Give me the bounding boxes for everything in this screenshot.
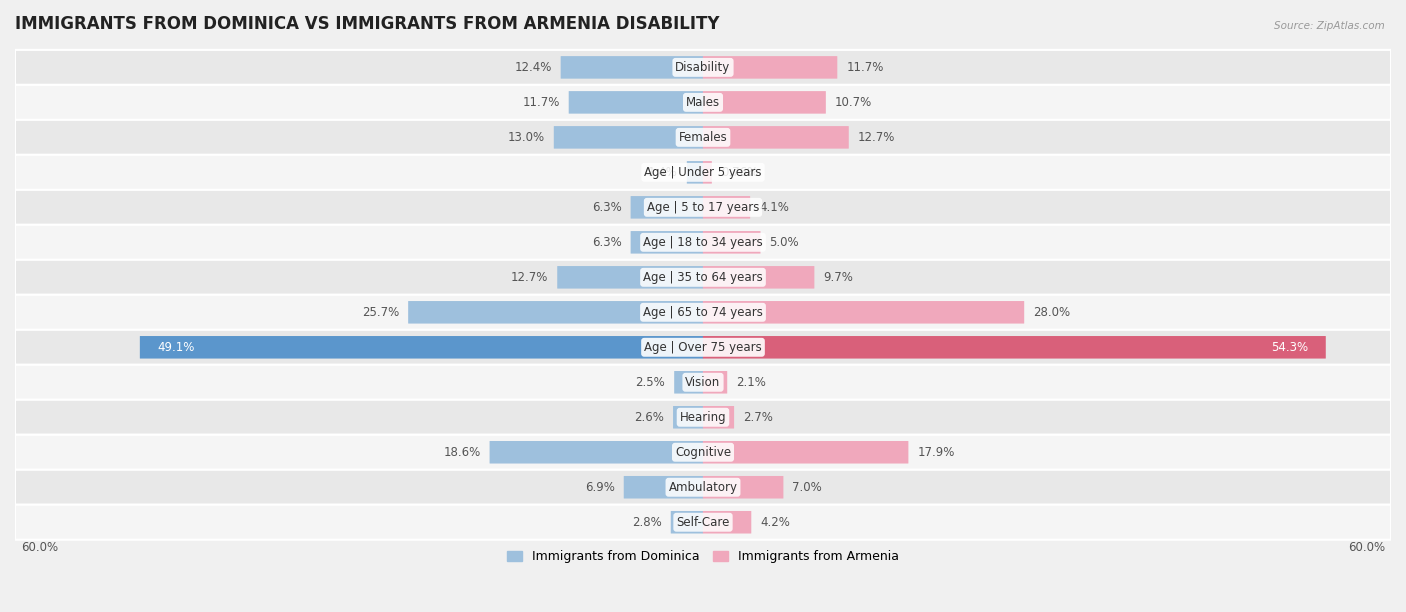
Text: 28.0%: 28.0% [1033,306,1070,319]
Text: 12.4%: 12.4% [515,61,551,74]
FancyBboxPatch shape [15,50,1391,85]
Text: 4.1%: 4.1% [759,201,789,214]
Text: 1.4%: 1.4% [648,166,678,179]
FancyBboxPatch shape [703,231,761,253]
Text: 2.6%: 2.6% [634,411,664,424]
Legend: Immigrants from Dominica, Immigrants from Armenia: Immigrants from Dominica, Immigrants fro… [502,545,904,568]
Text: IMMIGRANTS FROM DOMINICA VS IMMIGRANTS FROM ARMENIA DISABILITY: IMMIGRANTS FROM DOMINICA VS IMMIGRANTS F… [15,15,720,33]
FancyBboxPatch shape [15,470,1391,505]
FancyBboxPatch shape [15,85,1391,120]
FancyBboxPatch shape [631,231,703,253]
FancyBboxPatch shape [568,91,703,114]
FancyBboxPatch shape [703,126,849,149]
Text: Females: Females [679,131,727,144]
Text: 54.3%: 54.3% [1271,341,1309,354]
Text: Age | 5 to 17 years: Age | 5 to 17 years [647,201,759,214]
FancyBboxPatch shape [703,301,1024,324]
FancyBboxPatch shape [703,441,908,463]
Text: Age | 18 to 34 years: Age | 18 to 34 years [643,236,763,249]
FancyBboxPatch shape [561,56,703,79]
Text: Hearing: Hearing [679,411,727,424]
FancyBboxPatch shape [15,435,1391,470]
Text: 7.0%: 7.0% [793,481,823,494]
FancyBboxPatch shape [15,365,1391,400]
Text: 2.1%: 2.1% [737,376,766,389]
Text: 60.0%: 60.0% [21,541,58,554]
Text: 4.2%: 4.2% [761,516,790,529]
FancyBboxPatch shape [703,511,751,534]
Text: 49.1%: 49.1% [157,341,194,354]
FancyBboxPatch shape [703,196,751,218]
FancyBboxPatch shape [671,511,703,534]
Text: Males: Males [686,96,720,109]
Text: 13.0%: 13.0% [508,131,544,144]
FancyBboxPatch shape [703,161,711,184]
Text: 9.7%: 9.7% [824,271,853,284]
Text: 5.0%: 5.0% [769,236,799,249]
Text: Cognitive: Cognitive [675,446,731,459]
FancyBboxPatch shape [557,266,703,289]
Text: Age | Over 75 years: Age | Over 75 years [644,341,762,354]
FancyBboxPatch shape [15,295,1391,330]
FancyBboxPatch shape [15,400,1391,435]
Text: Self-Care: Self-Care [676,516,730,529]
Text: Source: ZipAtlas.com: Source: ZipAtlas.com [1274,21,1385,31]
FancyBboxPatch shape [703,266,814,289]
FancyBboxPatch shape [15,330,1391,365]
FancyBboxPatch shape [673,406,703,428]
Text: 12.7%: 12.7% [510,271,548,284]
Text: 2.8%: 2.8% [631,516,662,529]
Text: 11.7%: 11.7% [522,96,560,109]
Text: 2.5%: 2.5% [636,376,665,389]
FancyBboxPatch shape [139,336,703,359]
FancyBboxPatch shape [15,155,1391,190]
Text: 60.0%: 60.0% [1348,541,1385,554]
FancyBboxPatch shape [489,441,703,463]
Text: 2.7%: 2.7% [744,411,773,424]
FancyBboxPatch shape [554,126,703,149]
FancyBboxPatch shape [703,371,727,394]
FancyBboxPatch shape [703,406,734,428]
FancyBboxPatch shape [408,301,703,324]
FancyBboxPatch shape [631,196,703,218]
Text: Ambulatory: Ambulatory [668,481,738,494]
Text: 6.3%: 6.3% [592,236,621,249]
FancyBboxPatch shape [703,336,1326,359]
Text: Age | 65 to 74 years: Age | 65 to 74 years [643,306,763,319]
Text: Vision: Vision [685,376,721,389]
FancyBboxPatch shape [15,190,1391,225]
Text: Age | 35 to 64 years: Age | 35 to 64 years [643,271,763,284]
Text: Disability: Disability [675,61,731,74]
FancyBboxPatch shape [15,260,1391,295]
FancyBboxPatch shape [686,161,703,184]
FancyBboxPatch shape [675,371,703,394]
Text: 6.9%: 6.9% [585,481,614,494]
FancyBboxPatch shape [15,505,1391,540]
Text: 10.7%: 10.7% [835,96,872,109]
Text: Age | Under 5 years: Age | Under 5 years [644,166,762,179]
FancyBboxPatch shape [624,476,703,499]
Text: 18.6%: 18.6% [443,446,481,459]
Text: 0.76%: 0.76% [721,166,758,179]
Text: 6.3%: 6.3% [592,201,621,214]
Text: 17.9%: 17.9% [918,446,955,459]
Text: 12.7%: 12.7% [858,131,896,144]
Text: 11.7%: 11.7% [846,61,884,74]
FancyBboxPatch shape [15,225,1391,260]
FancyBboxPatch shape [703,56,838,79]
FancyBboxPatch shape [703,91,825,114]
Text: 25.7%: 25.7% [361,306,399,319]
FancyBboxPatch shape [703,476,783,499]
FancyBboxPatch shape [15,120,1391,155]
